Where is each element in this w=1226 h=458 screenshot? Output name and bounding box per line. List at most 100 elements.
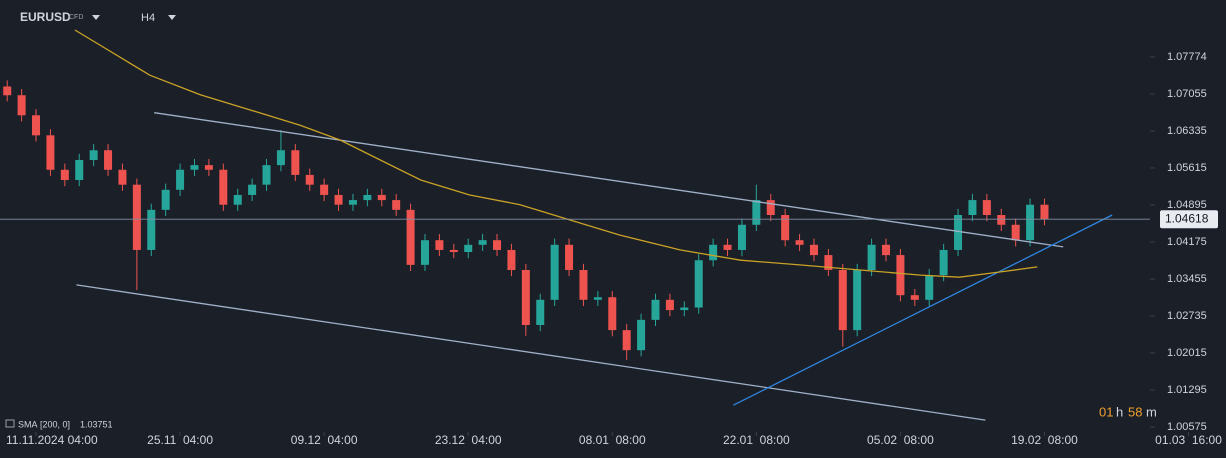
candle-body bbox=[262, 165, 271, 185]
indicator-value: 1.03751 bbox=[80, 419, 113, 429]
candle-body bbox=[219, 169, 228, 205]
candle-body bbox=[118, 169, 127, 185]
y-tick-label: 1.06335 bbox=[1167, 125, 1207, 137]
candle-body bbox=[550, 244, 559, 300]
countdown-hours-unit: h bbox=[1116, 404, 1123, 419]
y-tick-label: 1.07055 bbox=[1167, 88, 1207, 100]
candle-body bbox=[161, 189, 170, 210]
candle-body bbox=[781, 214, 790, 241]
candle-body bbox=[954, 214, 963, 250]
candle-body bbox=[968, 200, 977, 215]
timeframe[interactable]: H4 bbox=[141, 12, 155, 24]
y-tick-label: 1.00575 bbox=[1167, 421, 1207, 433]
timeframe-dropdown[interactable] bbox=[168, 15, 176, 20]
candle-body bbox=[305, 174, 314, 185]
candle-body bbox=[406, 209, 415, 265]
candle-body bbox=[89, 150, 98, 161]
x-tick-label: 23.12 04:00 bbox=[435, 433, 502, 447]
candles bbox=[3, 80, 1049, 360]
countdown-minutes: 58 bbox=[1128, 404, 1142, 419]
candle-body bbox=[392, 200, 401, 210]
y-tick-label: 1.04175 bbox=[1167, 236, 1207, 248]
y-tick-label: 1.02735 bbox=[1167, 310, 1207, 322]
candle-body bbox=[104, 150, 113, 170]
candle-body bbox=[435, 240, 444, 250]
candle-body bbox=[75, 160, 84, 181]
candle-body bbox=[132, 184, 141, 250]
candle-body bbox=[766, 200, 775, 215]
candle-body bbox=[1011, 224, 1020, 241]
candle-body bbox=[334, 194, 343, 205]
candle-body bbox=[723, 244, 732, 250]
candle-body bbox=[579, 269, 588, 300]
x-tick-label: 11.11.2024 04:00 bbox=[6, 433, 98, 447]
candle-body bbox=[565, 244, 574, 270]
candle-body bbox=[651, 299, 660, 320]
candle-body bbox=[521, 269, 530, 325]
candle-body bbox=[276, 150, 285, 166]
y-tick-label: 1.05615 bbox=[1167, 162, 1207, 174]
candle-body bbox=[320, 184, 329, 195]
symbol[interactable]: EURUSD bbox=[20, 10, 71, 24]
candle-body bbox=[867, 244, 876, 270]
symbol-dropdown[interactable] bbox=[92, 15, 100, 20]
trend-line bbox=[76, 284, 986, 421]
candle-body bbox=[291, 150, 300, 175]
header: EURUSD CFD H4 bbox=[20, 10, 176, 24]
candle-body bbox=[363, 194, 372, 201]
candle-body bbox=[190, 165, 199, 170]
candle-body bbox=[46, 135, 55, 170]
candle-body bbox=[997, 214, 1006, 225]
countdown-minutes-unit: m bbox=[1146, 404, 1157, 419]
candle-body bbox=[536, 299, 545, 325]
x-tick-label: 08.01 08:00 bbox=[579, 433, 646, 447]
candle-body bbox=[593, 297, 602, 300]
symbol-tag: CFD bbox=[69, 14, 83, 21]
y-tick-label: 1.04895 bbox=[1167, 199, 1207, 211]
candle-body bbox=[709, 244, 718, 261]
y-tick-label: 1.02015 bbox=[1167, 347, 1207, 359]
trend-line bbox=[154, 112, 1064, 248]
candle-body bbox=[982, 200, 991, 215]
candle-body bbox=[637, 319, 646, 351]
candle-body bbox=[882, 244, 891, 256]
candle-body bbox=[204, 165, 213, 170]
indicator-icon[interactable] bbox=[5, 419, 15, 428]
candle-body bbox=[1026, 204, 1035, 241]
plot: 1.07774 1.07055 1.06335 1.05615 1.04895 1.041… bbox=[0, 29, 1222, 447]
candle-body bbox=[1040, 204, 1049, 220]
countdown-hours: 01 bbox=[1099, 404, 1113, 419]
x-tick-label: 05.02 08:00 bbox=[867, 433, 934, 447]
candle-body bbox=[17, 95, 26, 116]
candle-body bbox=[248, 184, 257, 195]
last-price-box bbox=[1160, 210, 1218, 229]
candle-body bbox=[939, 249, 948, 276]
y-tick-label: 1.03455 bbox=[1167, 273, 1207, 285]
sma-line bbox=[74, 29, 1038, 278]
candle-body bbox=[665, 299, 674, 311]
candle-body bbox=[493, 240, 502, 250]
y-tick-label: 1.01295 bbox=[1167, 384, 1207, 396]
y-tick-label: 1.07774 bbox=[1167, 51, 1207, 63]
candle-body bbox=[420, 240, 429, 265]
candle-body bbox=[694, 260, 703, 308]
candle-body bbox=[147, 209, 156, 250]
indicator-legend: SMA [200, 0] 1.03751 bbox=[5, 419, 113, 429]
x-tick-label: 09.12 04:00 bbox=[291, 433, 358, 447]
candle-body bbox=[838, 269, 847, 331]
candle-body bbox=[824, 255, 833, 270]
candle-body bbox=[925, 275, 934, 300]
candle-body bbox=[348, 200, 357, 205]
x-tick-label: 01.03 16:00 bbox=[1155, 433, 1222, 447]
candle-body bbox=[622, 330, 631, 351]
candle-body bbox=[896, 255, 905, 296]
candle-body bbox=[3, 86, 12, 96]
candle-body bbox=[233, 194, 242, 205]
candle-body bbox=[910, 295, 919, 300]
candle-body bbox=[795, 240, 804, 245]
candle-body bbox=[608, 297, 617, 331]
x-tick-label: 19.02 08:00 bbox=[1011, 433, 1078, 447]
candle-body bbox=[176, 169, 185, 190]
